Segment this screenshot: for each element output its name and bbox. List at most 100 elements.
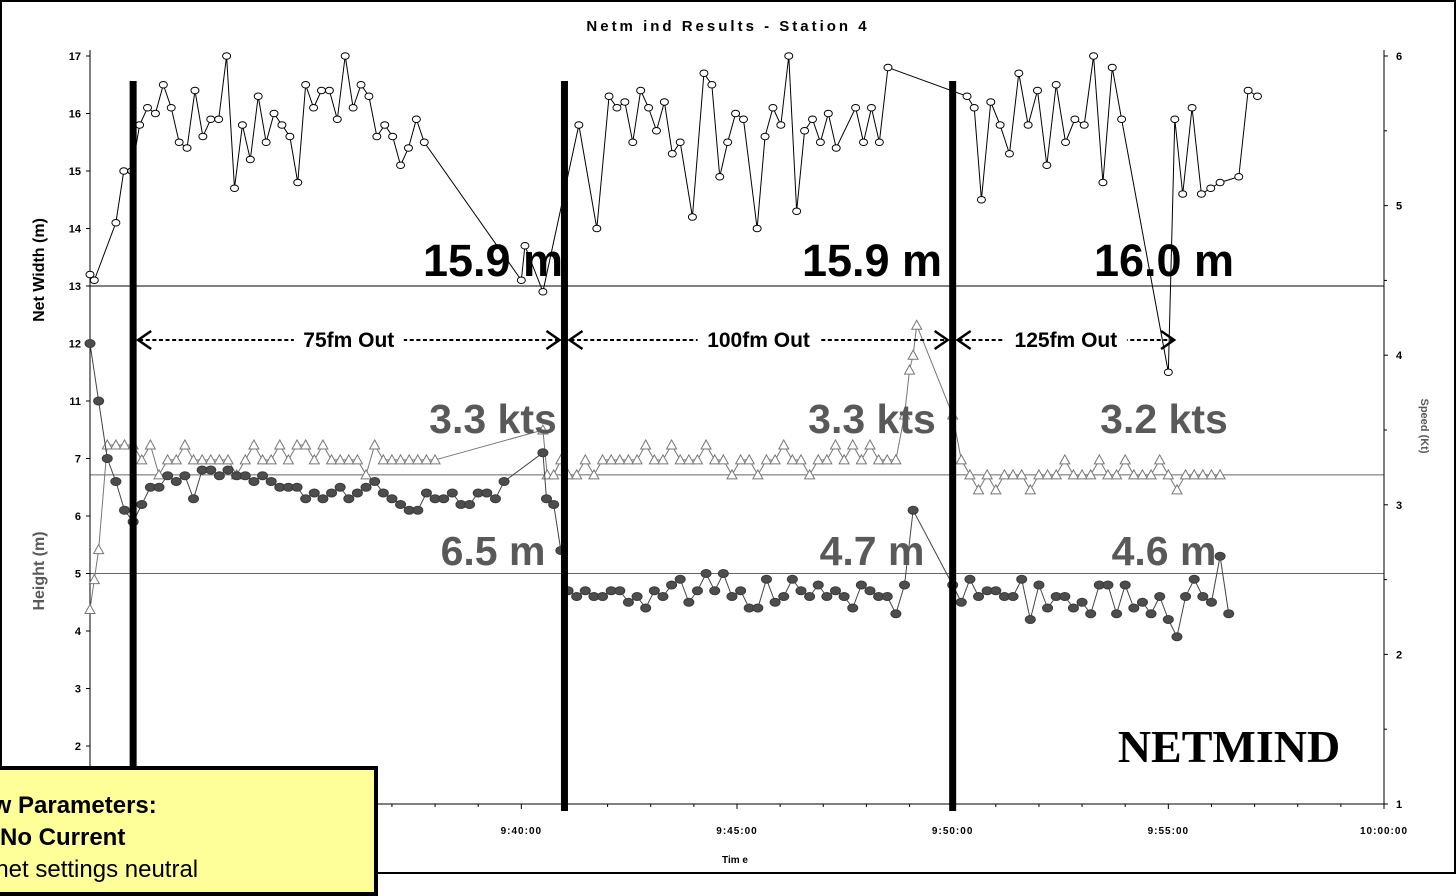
height-point bbox=[907, 505, 919, 515]
net-width-point bbox=[190, 86, 200, 95]
net-width-point bbox=[1107, 63, 1117, 72]
segment-label: 125fm Out bbox=[1015, 329, 1118, 352]
net-width-point bbox=[792, 207, 802, 216]
height-point bbox=[317, 494, 329, 504]
segment-label-bg bbox=[1004, 328, 1127, 352]
net-width-point bbox=[293, 178, 303, 187]
height-point bbox=[369, 477, 381, 486]
y-axis-title-speed: Speed (Kt) bbox=[1418, 399, 1430, 454]
speed-point bbox=[903, 364, 916, 375]
height-point bbox=[548, 500, 560, 509]
speed-point bbox=[955, 453, 968, 465]
height-point bbox=[864, 586, 876, 596]
speed-point bbox=[144, 438, 157, 450]
net-width-point bbox=[111, 218, 121, 227]
speed-point bbox=[795, 453, 807, 465]
net-width-point bbox=[340, 52, 350, 60]
net-width-point bbox=[1079, 121, 1089, 129]
height-point bbox=[855, 580, 867, 590]
speed-point bbox=[308, 453, 321, 465]
height-point bbox=[964, 574, 976, 584]
segment-arrow-head-left bbox=[955, 329, 972, 351]
speed-point bbox=[760, 453, 773, 465]
height-point bbox=[265, 477, 277, 486]
height-point bbox=[821, 592, 833, 601]
net-width-point bbox=[158, 80, 168, 89]
net-width-point bbox=[986, 98, 996, 106]
net-width-point bbox=[237, 121, 247, 129]
height-point bbox=[752, 603, 764, 613]
height-point bbox=[1033, 580, 1045, 590]
net-width-point bbox=[380, 121, 390, 129]
speed-point bbox=[1196, 468, 1209, 480]
segment-height: 4.7 m bbox=[820, 528, 925, 574]
height-point bbox=[1180, 592, 1192, 601]
height-point bbox=[955, 597, 967, 607]
height-point bbox=[990, 586, 1002, 596]
net-width-point bbox=[815, 138, 825, 147]
speed-point bbox=[989, 483, 1002, 495]
net-width-point bbox=[776, 121, 786, 129]
speed-point bbox=[386, 453, 398, 465]
net-width-point bbox=[1051, 80, 1061, 89]
height-point bbox=[153, 482, 165, 492]
net-width-point bbox=[388, 132, 398, 141]
height-point bbox=[786, 574, 798, 584]
height-point bbox=[700, 569, 712, 578]
height-point bbox=[93, 396, 105, 406]
height-point bbox=[291, 482, 303, 492]
height-point bbox=[571, 592, 583, 601]
speed-point bbox=[579, 453, 592, 465]
height-point bbox=[674, 574, 686, 584]
net-width-point bbox=[309, 103, 319, 112]
net-width-point bbox=[962, 92, 972, 101]
y-left-tick-label: 15 bbox=[69, 166, 81, 178]
height-point bbox=[351, 488, 363, 498]
net-width-point bbox=[364, 92, 374, 101]
net-width-point bbox=[738, 115, 748, 124]
height-point bbox=[890, 609, 902, 619]
speed-point bbox=[118, 438, 131, 450]
net-width-point bbox=[396, 161, 406, 170]
net-width-point bbox=[1196, 190, 1206, 198]
segment-arrow-head-right bbox=[933, 329, 950, 351]
net-width-point bbox=[403, 144, 413, 152]
speed-point bbox=[786, 453, 799, 465]
net-width-point bbox=[760, 132, 770, 141]
speed-point bbox=[665, 438, 678, 450]
height-point bbox=[1154, 592, 1166, 601]
speed-point bbox=[708, 453, 721, 465]
net-width-point bbox=[332, 115, 342, 124]
height-point bbox=[1111, 609, 1123, 619]
speed-point bbox=[299, 438, 312, 450]
speed-point bbox=[204, 453, 217, 465]
height-point bbox=[648, 586, 660, 596]
speed-point bbox=[256, 453, 269, 465]
net-width-point bbox=[253, 92, 263, 101]
speed-point bbox=[726, 468, 738, 480]
net-width-point bbox=[166, 103, 176, 112]
speed-point bbox=[769, 453, 781, 465]
speed-point bbox=[1076, 468, 1088, 480]
speed-point bbox=[325, 453, 338, 465]
height-point bbox=[1024, 615, 1036, 624]
height-point bbox=[300, 494, 312, 504]
speed-point bbox=[588, 468, 600, 480]
segment-label-bg bbox=[697, 328, 820, 352]
net-width-point bbox=[1089, 52, 1099, 60]
net-width-point bbox=[419, 138, 429, 147]
speed-point bbox=[282, 453, 295, 465]
speed-point bbox=[92, 543, 105, 555]
height-point bbox=[119, 505, 131, 515]
height-point bbox=[213, 471, 225, 481]
speed-point bbox=[613, 453, 626, 465]
height-point bbox=[769, 597, 781, 607]
x-tick-label: 10:00:00 bbox=[1360, 826, 1408, 837]
x-tick-label: 9:40:00 bbox=[501, 826, 542, 837]
height-point bbox=[489, 494, 501, 504]
net-width-point bbox=[1178, 190, 1188, 198]
netmind-chart: 171615141312117654326543219:35:009:40:00… bbox=[0, 0, 1456, 874]
speed-point bbox=[657, 453, 669, 465]
speed-point bbox=[342, 453, 355, 465]
speed-point bbox=[1145, 468, 1157, 480]
